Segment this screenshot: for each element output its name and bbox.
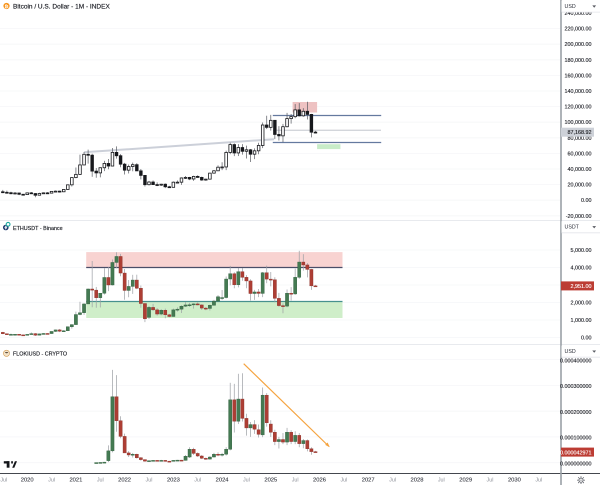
svg-text:Jul: Jul [438,477,445,483]
svg-text:0.000300000: 0.000300000 [560,384,591,390]
svg-text:2,951.00: 2,951.00 [571,284,592,290]
svg-text:Bitcoin / U.S. Dollar - 1M - I: Bitcoin / U.S. Dollar - 1M - INDEX [13,3,110,10]
svg-text:0.000042971: 0.000042971 [560,450,591,456]
svg-text:0.00: 0.00 [581,336,592,342]
svg-text:Jul: Jul [194,477,201,483]
svg-text:2021: 2021 [69,477,82,483]
svg-text:0.000000000: 0.000000000 [560,462,591,468]
svg-text:2030: 2030 [508,477,521,483]
svg-text:2027: 2027 [362,477,375,483]
svg-text:-20,000.00: -20,000.00 [566,214,592,220]
svg-text:140,000.00: 140,000.00 [565,89,592,95]
svg-text:2020: 2020 [21,477,34,483]
svg-text:2023: 2023 [167,477,180,483]
svg-text:Jul: Jul [0,477,7,483]
svg-text:0.000100000: 0.000100000 [560,436,591,442]
svg-text:Jul: Jul [340,477,347,483]
svg-text:2024: 2024 [216,477,230,483]
svg-text:2022: 2022 [118,477,131,483]
svg-text:1,000.00: 1,000.00 [571,318,592,324]
svg-text:180,000.00: 180,000.00 [565,58,592,64]
svg-text:200,000.00: 200,000.00 [565,42,592,48]
svg-text:2,000.00: 2,000.00 [571,301,592,307]
svg-text:USD: USD [565,4,576,10]
svg-text:2029: 2029 [459,477,472,483]
svg-text:Jul: Jul [146,477,153,483]
svg-text:100,000.00: 100,000.00 [565,120,592,126]
svg-text:4,000.00: 4,000.00 [571,266,592,272]
svg-text:2026: 2026 [313,477,326,483]
svg-text:2028: 2028 [411,477,424,483]
svg-text:0.000400000: 0.000400000 [560,358,591,364]
svg-text:₿: ₿ [5,3,9,10]
svg-text:220,000.00: 220,000.00 [565,27,592,33]
svg-text:Jul: Jul [97,477,104,483]
svg-text:0.00: 0.00 [581,198,592,204]
svg-text:5,000.00: 5,000.00 [571,248,592,254]
svg-text:Jul: Jul [389,477,396,483]
svg-text:Jul: Jul [487,477,494,483]
svg-text:60,000.00: 60,000.00 [568,151,592,157]
svg-text:20,000.00: 20,000.00 [568,183,592,189]
svg-text:Jul: Jul [243,477,250,483]
svg-text:USD: USD [565,349,576,355]
svg-text:ETHUSDT - Binance: ETHUSDT - Binance [13,226,63,232]
svg-text:40,000.00: 40,000.00 [568,167,592,173]
svg-text:FLOKIUSD - CRYPTO: FLOKIUSD - CRYPTO [13,352,67,358]
svg-text:0.000200000: 0.000200000 [560,410,591,416]
svg-text:Jul: Jul [48,477,55,483]
svg-text:Jul: Jul [535,477,542,483]
svg-text:USDT: USDT [565,225,580,231]
svg-text:120,000.00: 120,000.00 [565,105,592,111]
svg-text:160,000.00: 160,000.00 [565,73,592,79]
svg-text:87,168.92: 87,168.92 [568,130,592,136]
svg-text:Jul: Jul [292,477,299,483]
svg-text:2025: 2025 [264,477,277,483]
